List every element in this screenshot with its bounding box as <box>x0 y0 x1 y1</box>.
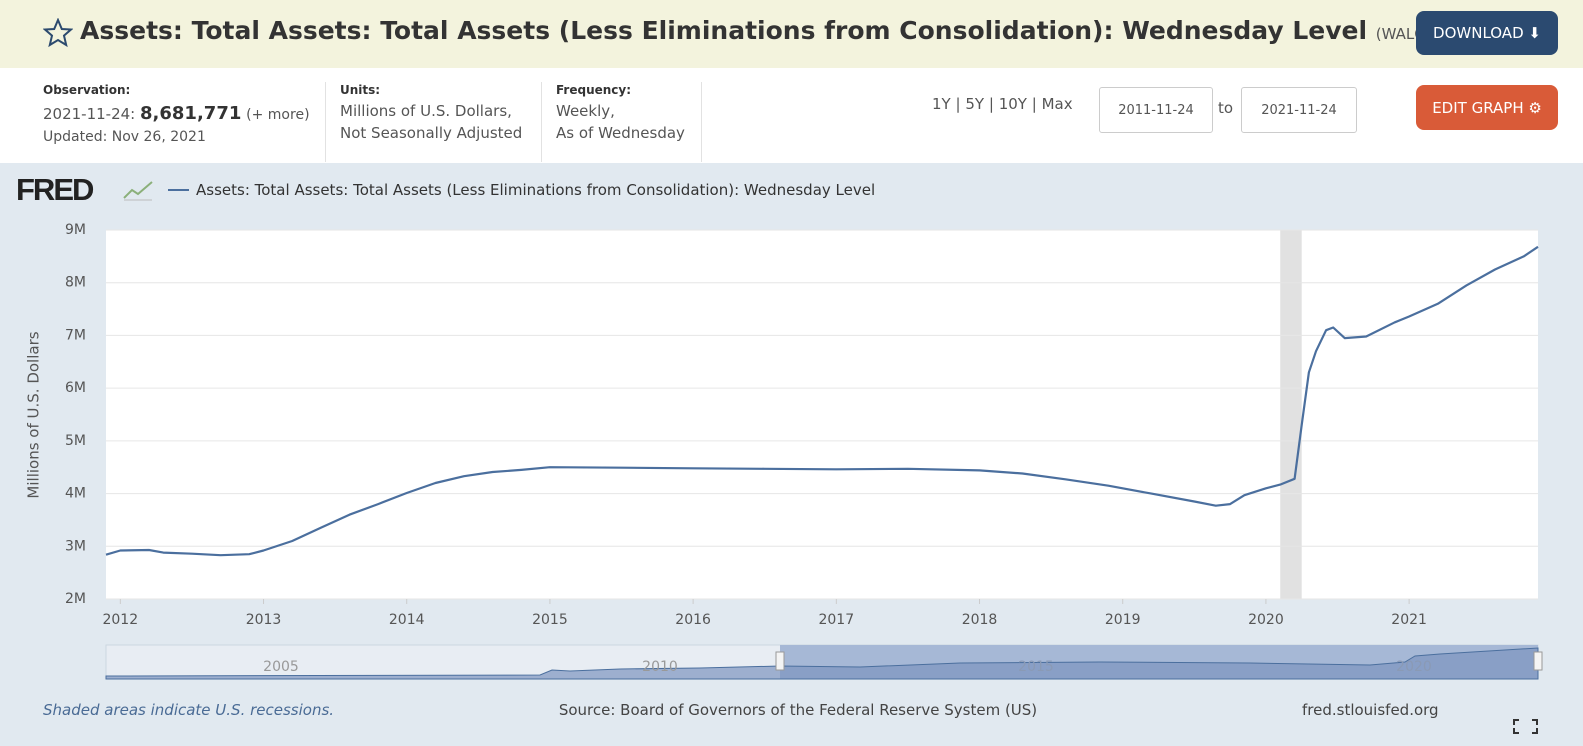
y-tick-label: 7M <box>65 327 86 343</box>
legend-text: Assets: Total Assets: Total Assets (Less… <box>196 181 876 199</box>
y-tick-label: 8M <box>65 275 86 291</box>
title: Assets: Total Assets: Total Assets (Less… <box>80 16 1439 45</box>
range-separator: | <box>955 95 961 113</box>
range-links: 1Y | 5Y | 10Y | Max <box>932 95 1073 113</box>
x-tick-label: 2020 <box>1248 612 1284 628</box>
plot-area <box>106 230 1538 599</box>
x-tick-label: 2015 <box>532 612 568 628</box>
separator <box>541 82 542 162</box>
more-link[interactable]: (+ more) <box>246 107 310 123</box>
units-text: Not Seasonally Adjusted <box>340 124 523 142</box>
site-link[interactable]: fred.stlouisfed.org <box>1302 701 1439 719</box>
updated: Updated: Nov 26, 2021 <box>43 129 206 145</box>
download-text: DOWNLOAD <box>1433 24 1524 42</box>
range-separator: | <box>988 95 994 113</box>
download-button[interactable]: DOWNLOAD ⬇ <box>1416 11 1558 55</box>
x-tick-label: 2016 <box>675 612 711 628</box>
navigator-handle[interactable] <box>1533 651 1543 671</box>
frequency-text: Weekly, <box>556 102 615 120</box>
range-separator: | <box>1031 95 1037 113</box>
recession-band <box>1280 230 1302 599</box>
separator <box>325 82 326 162</box>
units-label: Units: <box>340 83 381 97</box>
y-tick-label: 4M <box>65 486 86 502</box>
y-tick-label: 6M <box>65 380 86 396</box>
edit-graph-text: EDIT GRAPH <box>1432 98 1524 117</box>
series-line <box>105 245 1539 557</box>
x-tick-label: 2017 <box>818 612 854 628</box>
navigator-label: 2015 <box>1018 659 1054 675</box>
edit-graph-button[interactable]: EDIT GRAPH ⚙ <box>1416 85 1558 130</box>
y-tick-label: 5M <box>65 433 86 449</box>
navigator: 2005 2010 2015 2020 <box>105 644 1543 680</box>
observation-label: Observation: <box>43 83 131 97</box>
navigator-series <box>105 647 1539 680</box>
x-tick-label: 2018 <box>962 612 998 628</box>
range-link[interactable]: 5Y <box>965 95 985 113</box>
range-link[interactable]: Max <box>1041 95 1073 113</box>
y-tick-label: 9M <box>65 222 86 238</box>
range-link[interactable]: 10Y <box>998 95 1027 113</box>
source: Source: Board of Governors of the Federa… <box>558 701 1038 719</box>
observation-date: 2021-11-24: <box>43 105 136 123</box>
y-axis-label: Millions of U.S. Dollars <box>25 331 43 498</box>
frequency-label: Frequency: <box>556 83 632 97</box>
recession-note: Shaded areas indicate U.S. recessions. <box>43 701 335 719</box>
x-tick-label: 2012 <box>102 612 138 628</box>
fred-logo[interactable]: FRED <box>16 172 94 207</box>
to-label: to <box>1218 99 1234 117</box>
y-tick-label: 2M <box>65 591 86 607</box>
navigator-handle[interactable] <box>775 651 785 671</box>
legend-line <box>168 189 189 191</box>
range-link[interactable]: 1Y <box>932 95 951 113</box>
start-date-input[interactable]: 2011-11-24 <box>1099 87 1213 133</box>
star-icon[interactable] <box>43 18 73 48</box>
x-tick-label: 2021 <box>1391 612 1427 628</box>
x-tick-label: 2019 <box>1105 612 1141 628</box>
end-date-input[interactable]: 2021-11-24 <box>1241 87 1357 133</box>
navigator-label: 2020 <box>1396 659 1432 675</box>
navigator-label: 2005 <box>263 659 299 675</box>
x-tick-label: 2013 <box>246 612 282 628</box>
units-text: Millions of U.S. Dollars, <box>340 102 512 120</box>
navigator-label: 2010 <box>642 659 678 675</box>
frequency-text: As of Wednesday <box>556 124 685 142</box>
header-bar <box>0 0 1583 68</box>
title-text: Assets: Total Assets: Total Assets (Less… <box>80 16 1368 45</box>
logo-icon <box>123 181 153 201</box>
separator <box>701 82 702 162</box>
x-tick-label: 2014 <box>389 612 425 628</box>
y-tick-label: 3M <box>65 538 86 554</box>
observation-value: 8,681,771 <box>140 103 242 124</box>
fullscreen-icon[interactable] <box>1513 719 1538 734</box>
